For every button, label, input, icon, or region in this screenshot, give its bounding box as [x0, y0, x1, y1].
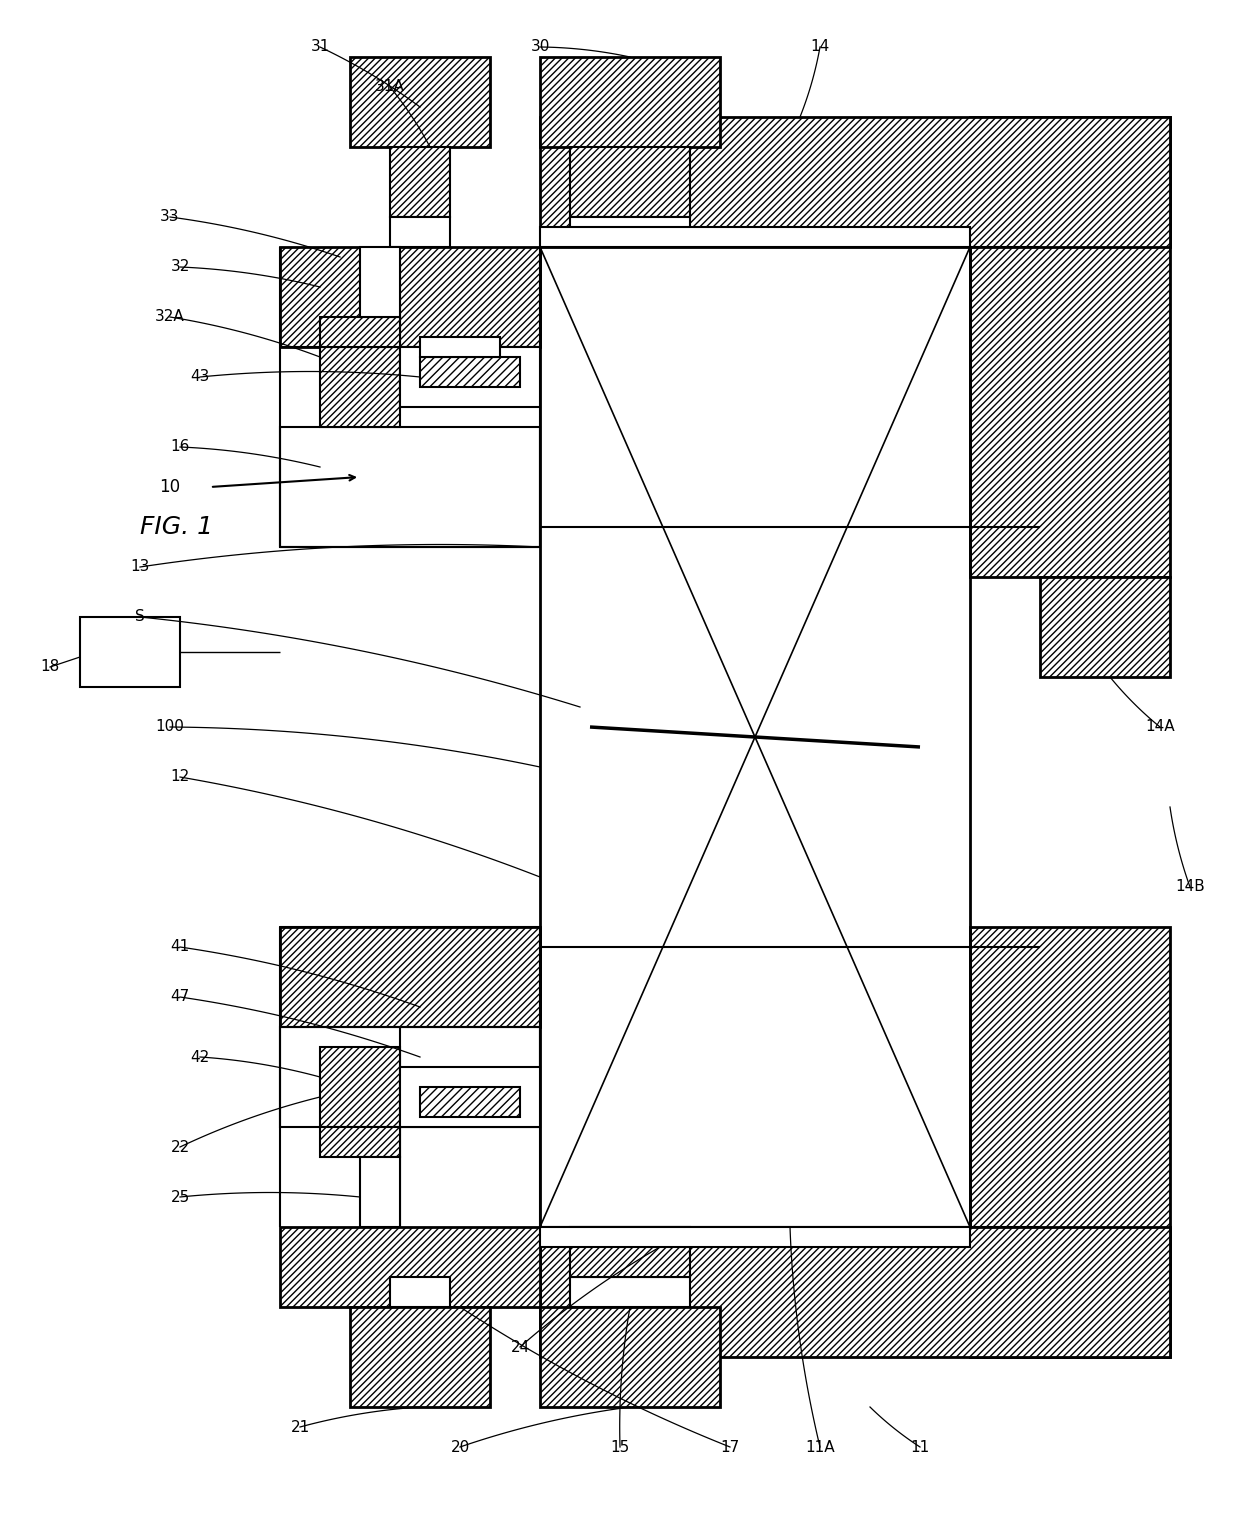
Text: 20: 20	[450, 1440, 470, 1455]
Bar	[280, 247, 539, 347]
Bar	[970, 118, 1171, 577]
Bar	[420, 357, 520, 386]
Bar	[570, 217, 689, 247]
Bar	[570, 1277, 689, 1307]
Text: 11A: 11A	[805, 1440, 835, 1455]
Text: 12: 12	[170, 770, 190, 785]
Bar	[280, 1228, 539, 1307]
Bar	[81, 617, 180, 687]
Bar	[350, 56, 490, 147]
Text: 47: 47	[170, 989, 190, 1005]
Text: 41: 41	[170, 939, 190, 954]
Bar	[320, 1048, 401, 1127]
Bar	[320, 1127, 401, 1157]
Bar	[401, 347, 539, 408]
Text: 10: 10	[159, 478, 180, 496]
Text: FIG. 1: FIG. 1	[140, 515, 213, 539]
Text: 15: 15	[610, 1440, 630, 1455]
Text: 11: 11	[910, 1440, 930, 1455]
Text: 17: 17	[720, 1440, 739, 1455]
Bar	[280, 428, 539, 547]
Bar	[320, 347, 401, 428]
Bar	[539, 118, 1171, 247]
Bar	[570, 1228, 689, 1277]
Bar	[539, 1307, 720, 1406]
Text: S: S	[135, 609, 145, 625]
Text: 42: 42	[191, 1049, 210, 1064]
Bar	[350, 1307, 490, 1406]
Bar	[539, 56, 720, 147]
Bar	[280, 1028, 539, 1127]
Bar	[391, 1277, 450, 1307]
Text: 31A: 31A	[376, 79, 405, 95]
Bar	[420, 1087, 520, 1116]
Bar	[539, 1228, 1171, 1358]
Bar	[280, 927, 539, 1028]
Text: 33: 33	[160, 209, 180, 224]
Text: 13: 13	[130, 559, 150, 574]
Text: 32A: 32A	[155, 310, 185, 325]
Bar	[570, 147, 689, 217]
Text: 14: 14	[811, 40, 830, 55]
Bar	[391, 147, 450, 217]
Text: 16: 16	[170, 440, 190, 455]
Bar	[970, 927, 1171, 1358]
Text: 25: 25	[170, 1190, 190, 1205]
Bar	[391, 217, 450, 247]
Bar	[1040, 577, 1171, 676]
Text: 43: 43	[190, 370, 210, 385]
Text: 21: 21	[290, 1420, 310, 1434]
Text: 100: 100	[155, 719, 185, 734]
Text: 14A: 14A	[1146, 719, 1174, 734]
Bar	[401, 1067, 539, 1127]
Bar	[360, 247, 401, 318]
Text: 18: 18	[41, 660, 60, 675]
Bar	[539, 1228, 970, 1248]
Bar	[420, 337, 500, 357]
Text: 22: 22	[170, 1139, 190, 1154]
Text: 30: 30	[531, 40, 549, 55]
Text: 14B: 14B	[1176, 880, 1205, 895]
Bar	[539, 228, 970, 247]
Text: 24: 24	[511, 1339, 529, 1354]
Text: 31: 31	[310, 40, 330, 55]
Text: 32: 32	[170, 260, 190, 275]
Bar	[320, 318, 401, 347]
Bar	[360, 1157, 401, 1228]
